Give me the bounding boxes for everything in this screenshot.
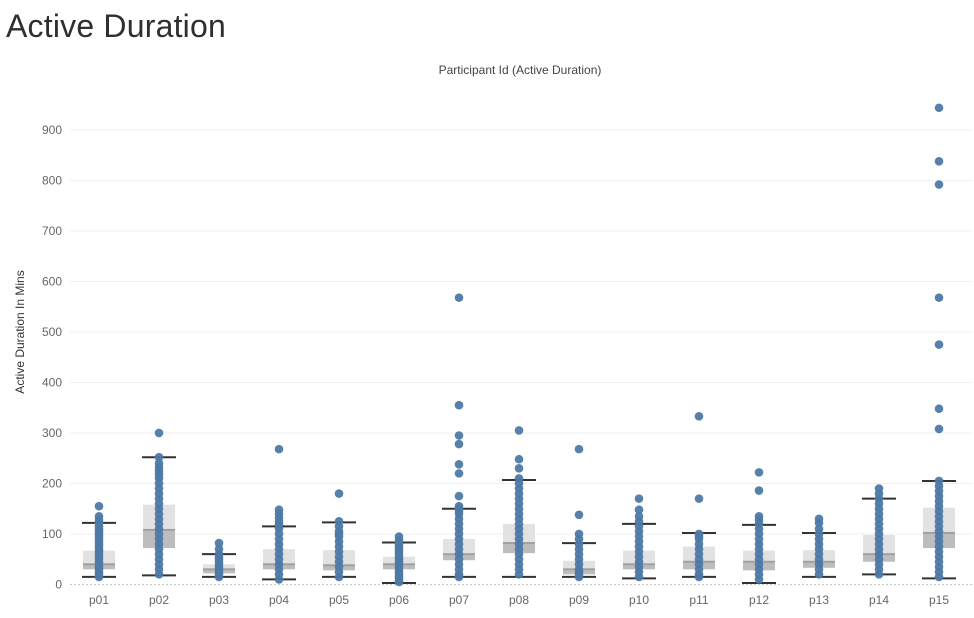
data-point[interactable] [934, 156, 944, 166]
data-point[interactable] [274, 575, 284, 584]
x-tick-label: p11 [689, 593, 708, 607]
points-p09 [574, 444, 584, 582]
y-axis-ticks: 0 100 200 300 400 500 600 700 800 900 [42, 123, 62, 591]
points-p05 [334, 489, 344, 582]
data-point[interactable] [154, 428, 164, 438]
y-axis-label: Active Duration In Mins [13, 270, 27, 393]
data-point[interactable] [694, 412, 704, 421]
x-tick-label: p14 [869, 593, 889, 607]
data-point[interactable] [694, 494, 704, 503]
data-point[interactable] [574, 444, 584, 454]
points-p11 [694, 412, 704, 582]
y-tick-label: 900 [42, 123, 62, 137]
y-tick-label: 500 [42, 325, 62, 339]
data-point[interactable] [514, 454, 524, 464]
x-tick-label: p15 [929, 593, 949, 607]
y-tick-label: 800 [42, 173, 62, 187]
data-point[interactable] [394, 577, 404, 587]
data-point[interactable] [454, 293, 464, 302]
data-point[interactable] [874, 570, 884, 579]
data-point[interactable] [814, 518, 824, 528]
x-tick-label: p01 [89, 593, 109, 607]
data-point[interactable] [454, 459, 464, 469]
data-point[interactable] [574, 572, 584, 582]
data-point[interactable] [934, 103, 944, 113]
x-tick-label: p03 [209, 593, 229, 607]
data-point[interactable] [514, 570, 524, 579]
x-tick-label: p08 [509, 593, 529, 607]
y-tick-label: 400 [42, 375, 62, 389]
data-point[interactable] [754, 486, 764, 495]
x-tick-label: p04 [269, 593, 289, 607]
data-point[interactable] [454, 469, 464, 478]
y-tick-label: 300 [42, 426, 62, 440]
data-point[interactable] [754, 575, 764, 584]
page-title: Active Duration [6, 8, 226, 44]
data-point[interactable] [574, 510, 584, 520]
data-point[interactable] [934, 572, 944, 582]
data-point[interactable] [454, 400, 464, 410]
y-tick-label: 600 [42, 274, 62, 288]
data-point[interactable] [634, 494, 644, 503]
x-tick-label: p07 [449, 593, 469, 607]
x-tick-label: p06 [389, 593, 409, 607]
chart-title: Participant Id (Active Duration) [439, 63, 602, 77]
x-tick-label: p02 [149, 593, 169, 607]
data-point[interactable] [454, 439, 464, 449]
data-point[interactable] [454, 491, 464, 501]
data-point[interactable] [514, 464, 524, 473]
x-tick-label: p09 [569, 593, 589, 607]
data-point[interactable] [334, 572, 344, 582]
data-point[interactable] [634, 505, 644, 515]
y-tick-label: 200 [42, 476, 62, 490]
data-point[interactable] [154, 452, 164, 462]
data-point[interactable] [934, 293, 944, 302]
points-p15 [934, 103, 944, 582]
points-p14 [874, 484, 884, 579]
points-p01 [94, 501, 104, 582]
data-point[interactable] [214, 538, 224, 548]
data-point[interactable] [454, 431, 464, 440]
y-tick-label: 700 [42, 224, 62, 238]
points-p10 [634, 494, 644, 582]
points-p07 [454, 293, 464, 582]
data-point[interactable] [634, 572, 644, 582]
points-p03 [214, 538, 224, 582]
data-point[interactable] [754, 468, 764, 477]
data-point[interactable] [94, 572, 104, 582]
y-tick-label: 100 [42, 527, 62, 541]
points-p08 [514, 426, 524, 579]
points-p06 [394, 532, 404, 587]
x-tick-label: p12 [749, 593, 769, 607]
data-point[interactable] [934, 424, 944, 434]
data-point[interactable] [514, 426, 524, 435]
data-point[interactable] [934, 340, 944, 349]
data-point[interactable] [454, 572, 464, 582]
points-p02 [154, 428, 164, 579]
y-tick-label: 0 [55, 577, 62, 591]
data-point[interactable] [334, 489, 344, 498]
x-tick-label: p10 [629, 593, 649, 607]
data-point[interactable] [274, 444, 284, 454]
x-axis-ticks: p01 p02 p03 p04 p05 p06 p07 p08 p09 p10 p11 p12 p13 p… [89, 593, 949, 607]
data-point[interactable] [814, 570, 824, 579]
points-p04 [274, 444, 284, 584]
data-point[interactable] [694, 572, 704, 582]
x-tick-label: p13 [809, 593, 829, 607]
points-p12 [754, 468, 764, 584]
data-points [94, 103, 944, 587]
points-p13 [814, 514, 824, 579]
data-point[interactable] [934, 180, 944, 189]
data-point[interactable] [94, 501, 104, 511]
data-point[interactable] [934, 404, 944, 414]
data-point[interactable] [214, 572, 224, 582]
data-point[interactable] [154, 570, 164, 579]
x-tick-label: p05 [329, 593, 349, 607]
